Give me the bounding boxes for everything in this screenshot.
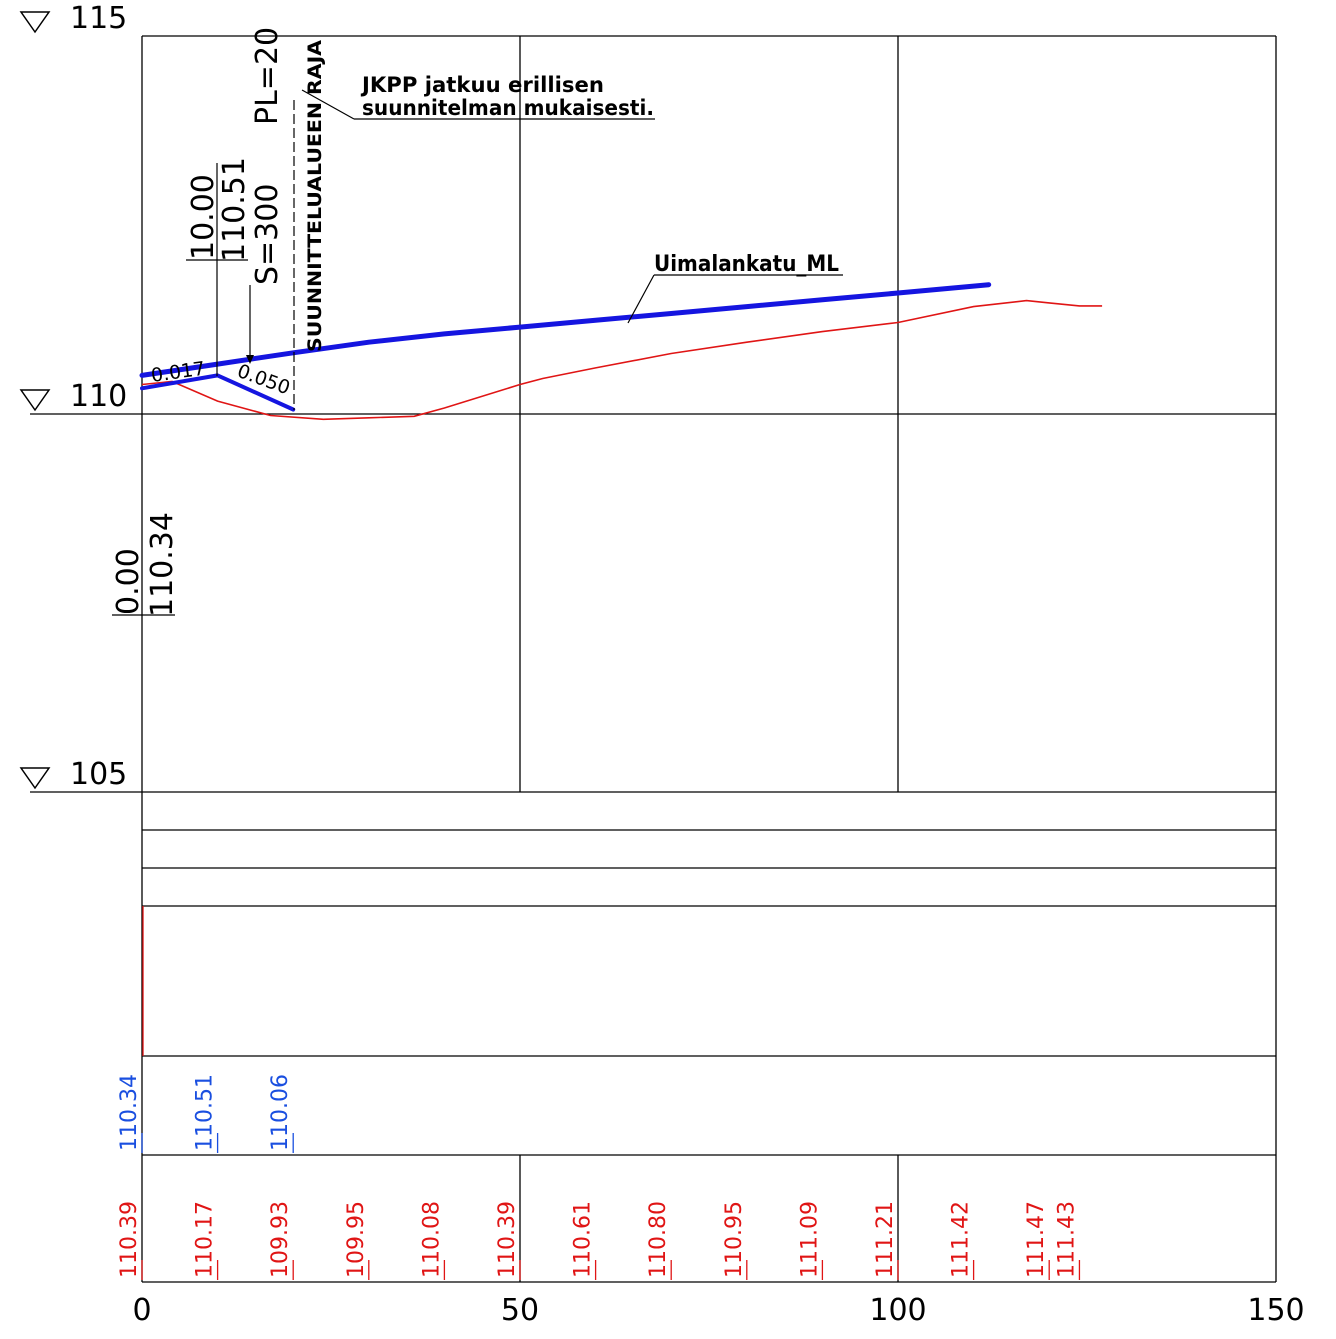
ground-value-label: 111.47 [1024, 1201, 1049, 1278]
slope-label-2: 0.050 [234, 360, 293, 399]
ground-value-label: 111.43 [1054, 1201, 1079, 1278]
pvi-annotations [112, 89, 843, 616]
elevation-triangle-105 [19, 767, 51, 790]
station-label-100: 100 [869, 1293, 926, 1328]
boundary-leader-slash [301, 89, 355, 120]
ground-value-label: 109.95 [344, 1201, 369, 1278]
elevation-triangle-115 [19, 11, 51, 34]
ground-profile-line [141, 299, 1103, 421]
elevation-triangle-110 [19, 389, 51, 412]
ground-value-label: 109.93 [268, 1201, 293, 1278]
ground-value-label: 110.39 [495, 1201, 520, 1278]
pvi-start-station: 0.00 [111, 548, 146, 615]
ground-value-label: 111.21 [873, 1201, 898, 1278]
pvi-mid-station: 10.00 [186, 174, 221, 260]
note-line-1: JKPP jatkuu erillisen [360, 73, 604, 97]
ground-value-label: 110.61 [571, 1201, 596, 1278]
design-grade-line [140, 373, 296, 412]
station-labels: 0 50 100 150 [132, 1293, 1304, 1328]
curve-arrow [246, 355, 254, 364]
design-profile-line [139, 282, 992, 378]
ground-values-row: 110.39 110.17 109.93 109.95 110.08 110.39 110.… [117, 1201, 1081, 1280]
ground-value-label: 110.17 [193, 1201, 218, 1278]
elevation-label-105: 105 [70, 757, 127, 792]
station-label-50: 50 [501, 1293, 539, 1328]
station-label-150: 150 [1247, 1293, 1304, 1328]
ground-value-label: 111.42 [949, 1201, 974, 1278]
annotation-text: 10.00 110.51 S=300 PL=20 0.00 110.34 SUU… [111, 27, 839, 617]
boundary-label: SUUNNITTELUALUEEN RAJA [304, 40, 326, 352]
design-line-name: Uimalankatu_ML [654, 252, 839, 277]
design-values-row: 110.34 110.51 110.06 [117, 1074, 294, 1153]
curve-label: S=300 [250, 184, 285, 285]
ground-value-label: 111.09 [797, 1201, 822, 1278]
note-line-2: suunnitelman mukaisesti. [362, 96, 654, 120]
pl-label: PL=20 [250, 27, 285, 125]
design-value-label: 110.51 [193, 1074, 218, 1151]
slope-label-1: 0.017 [150, 358, 207, 387]
ground-value-label: 110.39 [117, 1201, 142, 1278]
design-name-leader [627, 274, 655, 324]
elevation-labels: 115 110 105 [19, 1, 127, 792]
ground-value-label: 110.80 [646, 1201, 671, 1278]
pvi-mid-elevation: 110.51 [217, 157, 252, 262]
design-value-label: 110.34 [117, 1074, 142, 1151]
ground-value-label: 110.95 [722, 1201, 747, 1278]
ground-value-label: 110.08 [419, 1201, 444, 1278]
station-label-0: 0 [132, 1293, 151, 1328]
design-value-label: 110.06 [268, 1074, 293, 1151]
pvi-start-elevation: 110.34 [145, 512, 180, 617]
elevation-label-115: 115 [70, 1, 127, 36]
elevation-label-110: 110 [70, 379, 127, 414]
